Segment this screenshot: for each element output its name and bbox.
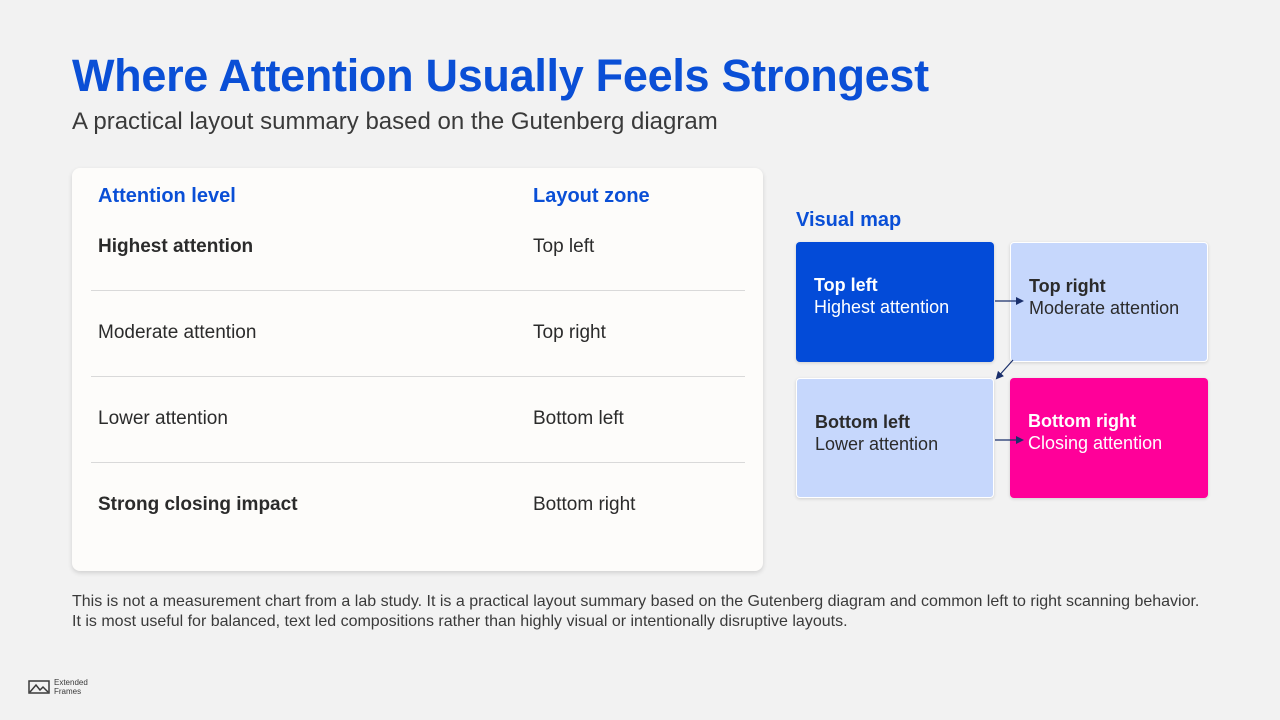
mountain-frame-icon <box>28 680 50 694</box>
visual-map-title: Visual map <box>796 209 902 231</box>
quadrant-description: Lower attention <box>815 434 939 454</box>
attention-table-card <box>72 168 763 571</box>
table-cell-zone: Bottom right <box>533 494 636 515</box>
table-cell-zone: Top left <box>533 236 595 257</box>
table-row-divider <box>91 376 745 377</box>
column-header-layout-zone: Layout zone <box>533 185 650 207</box>
quadrant-name: Bottom left <box>815 412 910 432</box>
logo-line-1: Extended <box>54 678 88 687</box>
table-cell-level: Lower attention <box>98 408 228 429</box>
table-cell-level: Highest attention <box>98 236 254 257</box>
page-subtitle: A practical layout summary based on the … <box>72 108 718 135</box>
quadrant-top-right: Top right Moderate attention <box>1010 242 1208 362</box>
table-cell-zone: Bottom left <box>533 408 624 429</box>
table-row-divider <box>91 290 745 291</box>
quadrant-description: Closing attention <box>1028 433 1163 453</box>
page-title: Where Attention Usually Feels Strongest <box>72 50 929 101</box>
quadrant-name: Top left <box>814 275 878 295</box>
quadrant-name: Bottom right <box>1028 411 1136 431</box>
quadrant-bottom-right: Bottom right Closing attention <box>1010 378 1208 498</box>
table-cell-level: Moderate attention <box>98 322 257 343</box>
quadrant-name: Top right <box>1029 276 1106 296</box>
table-cell-zone: Top right <box>533 322 606 343</box>
brand-logo: Extended Frames <box>28 678 98 696</box>
flow-arrow-diagonal <box>995 359 1014 380</box>
table-cell-level: Strong closing impact <box>98 494 298 515</box>
quadrant-description: Moderate attention <box>1029 298 1180 318</box>
table-row-divider <box>91 462 745 463</box>
footnote: This is not a measurement chart from a l… <box>72 593 1200 630</box>
quadrant-bottom-left: Bottom left Lower attention <box>796 378 994 498</box>
column-header-attention-level: Attention level <box>98 185 236 207</box>
quadrant-top-left: Top left Highest attention <box>796 242 994 362</box>
quadrant-description: Highest attention <box>814 297 950 317</box>
logo-line-2: Frames <box>54 687 82 696</box>
logo-text: Extended Frames <box>54 678 98 696</box>
